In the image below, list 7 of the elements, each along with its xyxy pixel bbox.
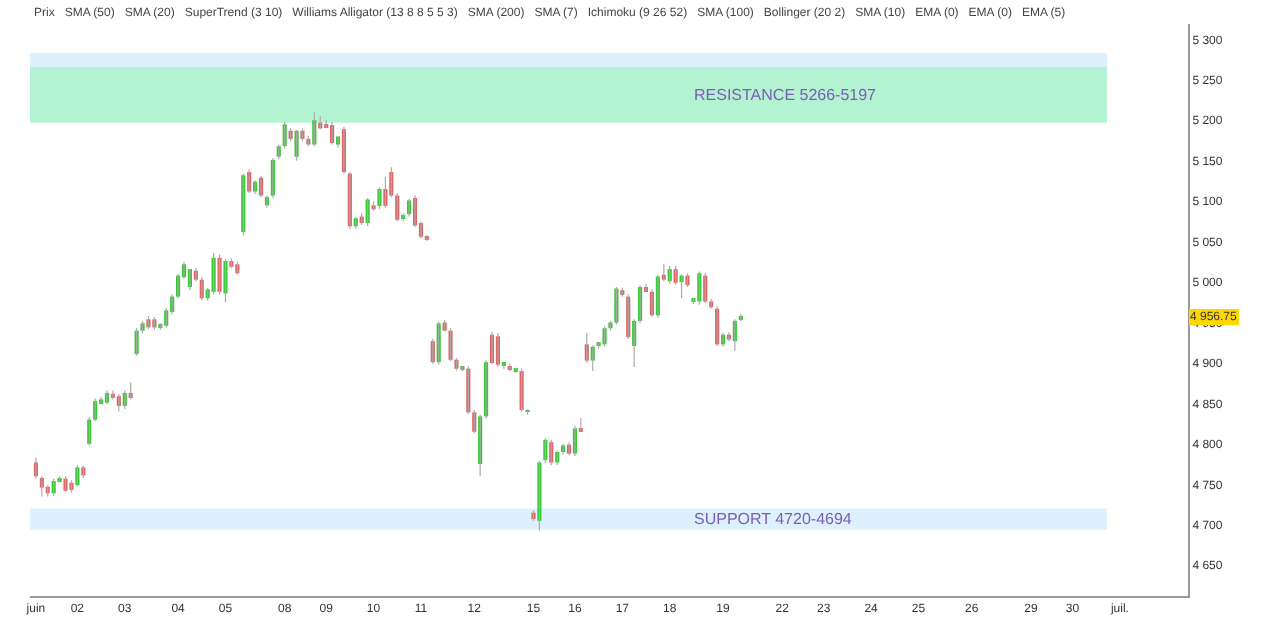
candlestick: [602, 325, 607, 348]
candlestick: [223, 258, 228, 303]
candlestick: [294, 129, 299, 162]
candlestick: [448, 327, 453, 362]
band-label: SUPPORT 4720-4694: [694, 510, 853, 528]
candlestick: [217, 253, 222, 295]
band-label: RESISTANCE 5266-5197: [694, 86, 878, 104]
